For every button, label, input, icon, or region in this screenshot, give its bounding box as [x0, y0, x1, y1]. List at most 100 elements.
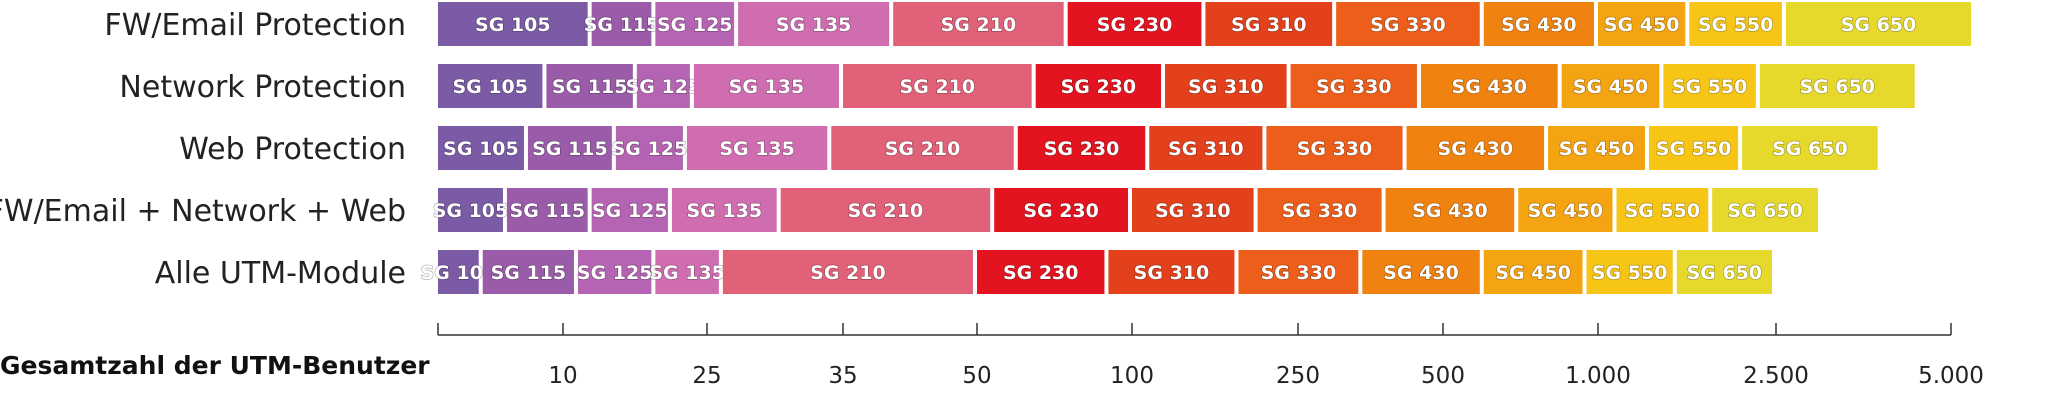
bar-segment [655, 2, 735, 46]
bar-segment [615, 126, 683, 170]
bar-segment [636, 64, 690, 108]
tick-label: 50 [962, 363, 991, 389]
bar-segment [546, 64, 633, 108]
bar-segment-label: SG 330 [1316, 76, 1392, 98]
x-axis-title: Gesamtzahl der UTM-Benutzer [0, 351, 430, 380]
bar-segment [438, 188, 503, 232]
bar-segment [1518, 188, 1613, 232]
bar-segment [1290, 64, 1417, 108]
row-label: Network Protection [119, 70, 406, 105]
tick-label: 100 [1110, 363, 1154, 389]
bar-segment-label: SG 230 [1023, 200, 1099, 222]
bar-segment-label: SG 550 [1656, 138, 1732, 160]
bar-segment-label: SG 230 [1061, 76, 1137, 98]
bar-segment [671, 188, 777, 232]
bar-segment-label: SG 310 [1188, 76, 1264, 98]
bar-segment [482, 250, 574, 294]
bar-segment-label: SG 230 [1003, 262, 1079, 284]
bar-segment [1598, 2, 1686, 46]
tick-label: 1.000 [1565, 363, 1631, 389]
bar-segment [438, 250, 479, 294]
bar-segment [1689, 2, 1782, 46]
bar-segment-label: SG 135 [649, 262, 725, 284]
bar-segment [1385, 188, 1515, 232]
bar-segment [438, 2, 588, 46]
bar-segment [843, 64, 1032, 108]
bar-segment-label: SG 330 [1282, 200, 1358, 222]
bar-segment-label: SG 135 [687, 200, 763, 222]
bar-segment-label: SG 210 [810, 262, 886, 284]
bar-segment-label: SG 125 [657, 14, 733, 36]
bar-segment [1336, 2, 1480, 46]
bar-segment-label: SG 550 [1592, 262, 1668, 284]
bar-segment-label: SG 310 [1134, 262, 1210, 284]
bar-segment-label: SG 230 [1044, 138, 1120, 160]
bar-segment-label: SG 105 [433, 200, 509, 222]
bar-segment [893, 2, 1064, 46]
bar-segment-label: SG 125 [612, 138, 688, 160]
x-axis [437, 323, 1952, 336]
bar-segment [1586, 250, 1673, 294]
bar-segment [1238, 250, 1359, 294]
bar-segment [1420, 64, 1558, 108]
bar-segment [591, 2, 652, 46]
row-label: FW/Email Protection [104, 8, 406, 43]
bar-segment [1406, 126, 1545, 170]
bar-segment [780, 188, 991, 232]
bar-segment [1676, 250, 1772, 294]
bar-segment-label: SG 430 [1412, 200, 1488, 222]
bar-segment [686, 126, 828, 170]
bar-segment-label: SG 115 [552, 76, 628, 98]
bar-segment [1149, 126, 1263, 170]
bar-segment-label: SG 115 [532, 138, 608, 160]
bar-segment [1548, 126, 1645, 170]
bar-segment [1132, 188, 1254, 232]
bar-segment-label: SG 550 [1672, 76, 1748, 98]
bar-segment-label: SG 430 [1452, 76, 1528, 98]
bar-segment-label: SG 210 [941, 14, 1017, 36]
bar-segment [1785, 2, 1972, 46]
bar-segment-label: SG 330 [1297, 138, 1373, 160]
bar-segment [1561, 64, 1660, 108]
tick-label: 10 [548, 363, 577, 389]
row-labels: FW/Email Protection Network Protection Web… [0, 8, 406, 291]
bar-segment-label: SG 135 [776, 14, 852, 36]
bar-segment [527, 126, 612, 170]
bar-segment-label: SG 430 [1383, 262, 1459, 284]
bar-segment-label: SG 105 [475, 14, 551, 36]
bar-segment [831, 126, 1014, 170]
bar-segment-label: SG 450 [1573, 76, 1649, 98]
bar-segment-label: SG 125 [592, 200, 668, 222]
bar-segment-label: SG 310 [1168, 138, 1244, 160]
bar-segment-label: SG 650 [1799, 76, 1875, 98]
bar-segment-label: SG 105 [443, 138, 519, 160]
bar-segment-label: SG 210 [885, 138, 961, 160]
bar-segment [994, 188, 1128, 232]
bar-segment-label: SG 430 [1438, 138, 1514, 160]
bar-segment [438, 64, 543, 108]
bar-segment-label: SG 650 [1841, 14, 1917, 36]
bar-segment-label: SG 115 [491, 262, 567, 284]
bar-segment [591, 188, 668, 232]
bar-segment-label: SG 330 [1261, 262, 1337, 284]
tick-labels: 10 25 35 50 100 250 500 1.000 2.500 5.000 [548, 363, 1984, 389]
bar-segment [693, 64, 839, 108]
bar-segment-label: SG 310 [1231, 14, 1307, 36]
bar-segment [1257, 188, 1382, 232]
bar-segment-label: SG 115 [584, 14, 660, 36]
bar-segment [1616, 188, 1709, 232]
bar-segment-label: SG 650 [1687, 262, 1763, 284]
bar-segment-label: SG 230 [1097, 14, 1173, 36]
bar-segment [655, 250, 719, 294]
bar-segment-label: SG 310 [1155, 200, 1231, 222]
bar-segment [438, 126, 524, 170]
bar-segment [1483, 2, 1594, 46]
row-label: Web Protection [179, 132, 406, 167]
bar-segment [1759, 64, 1915, 108]
bar-segment-label: SG 550 [1698, 14, 1774, 36]
bar-segment [1017, 126, 1146, 170]
bar-segment [1712, 188, 1819, 232]
bar-segment [1483, 250, 1583, 294]
bar-segment [1742, 126, 1878, 170]
